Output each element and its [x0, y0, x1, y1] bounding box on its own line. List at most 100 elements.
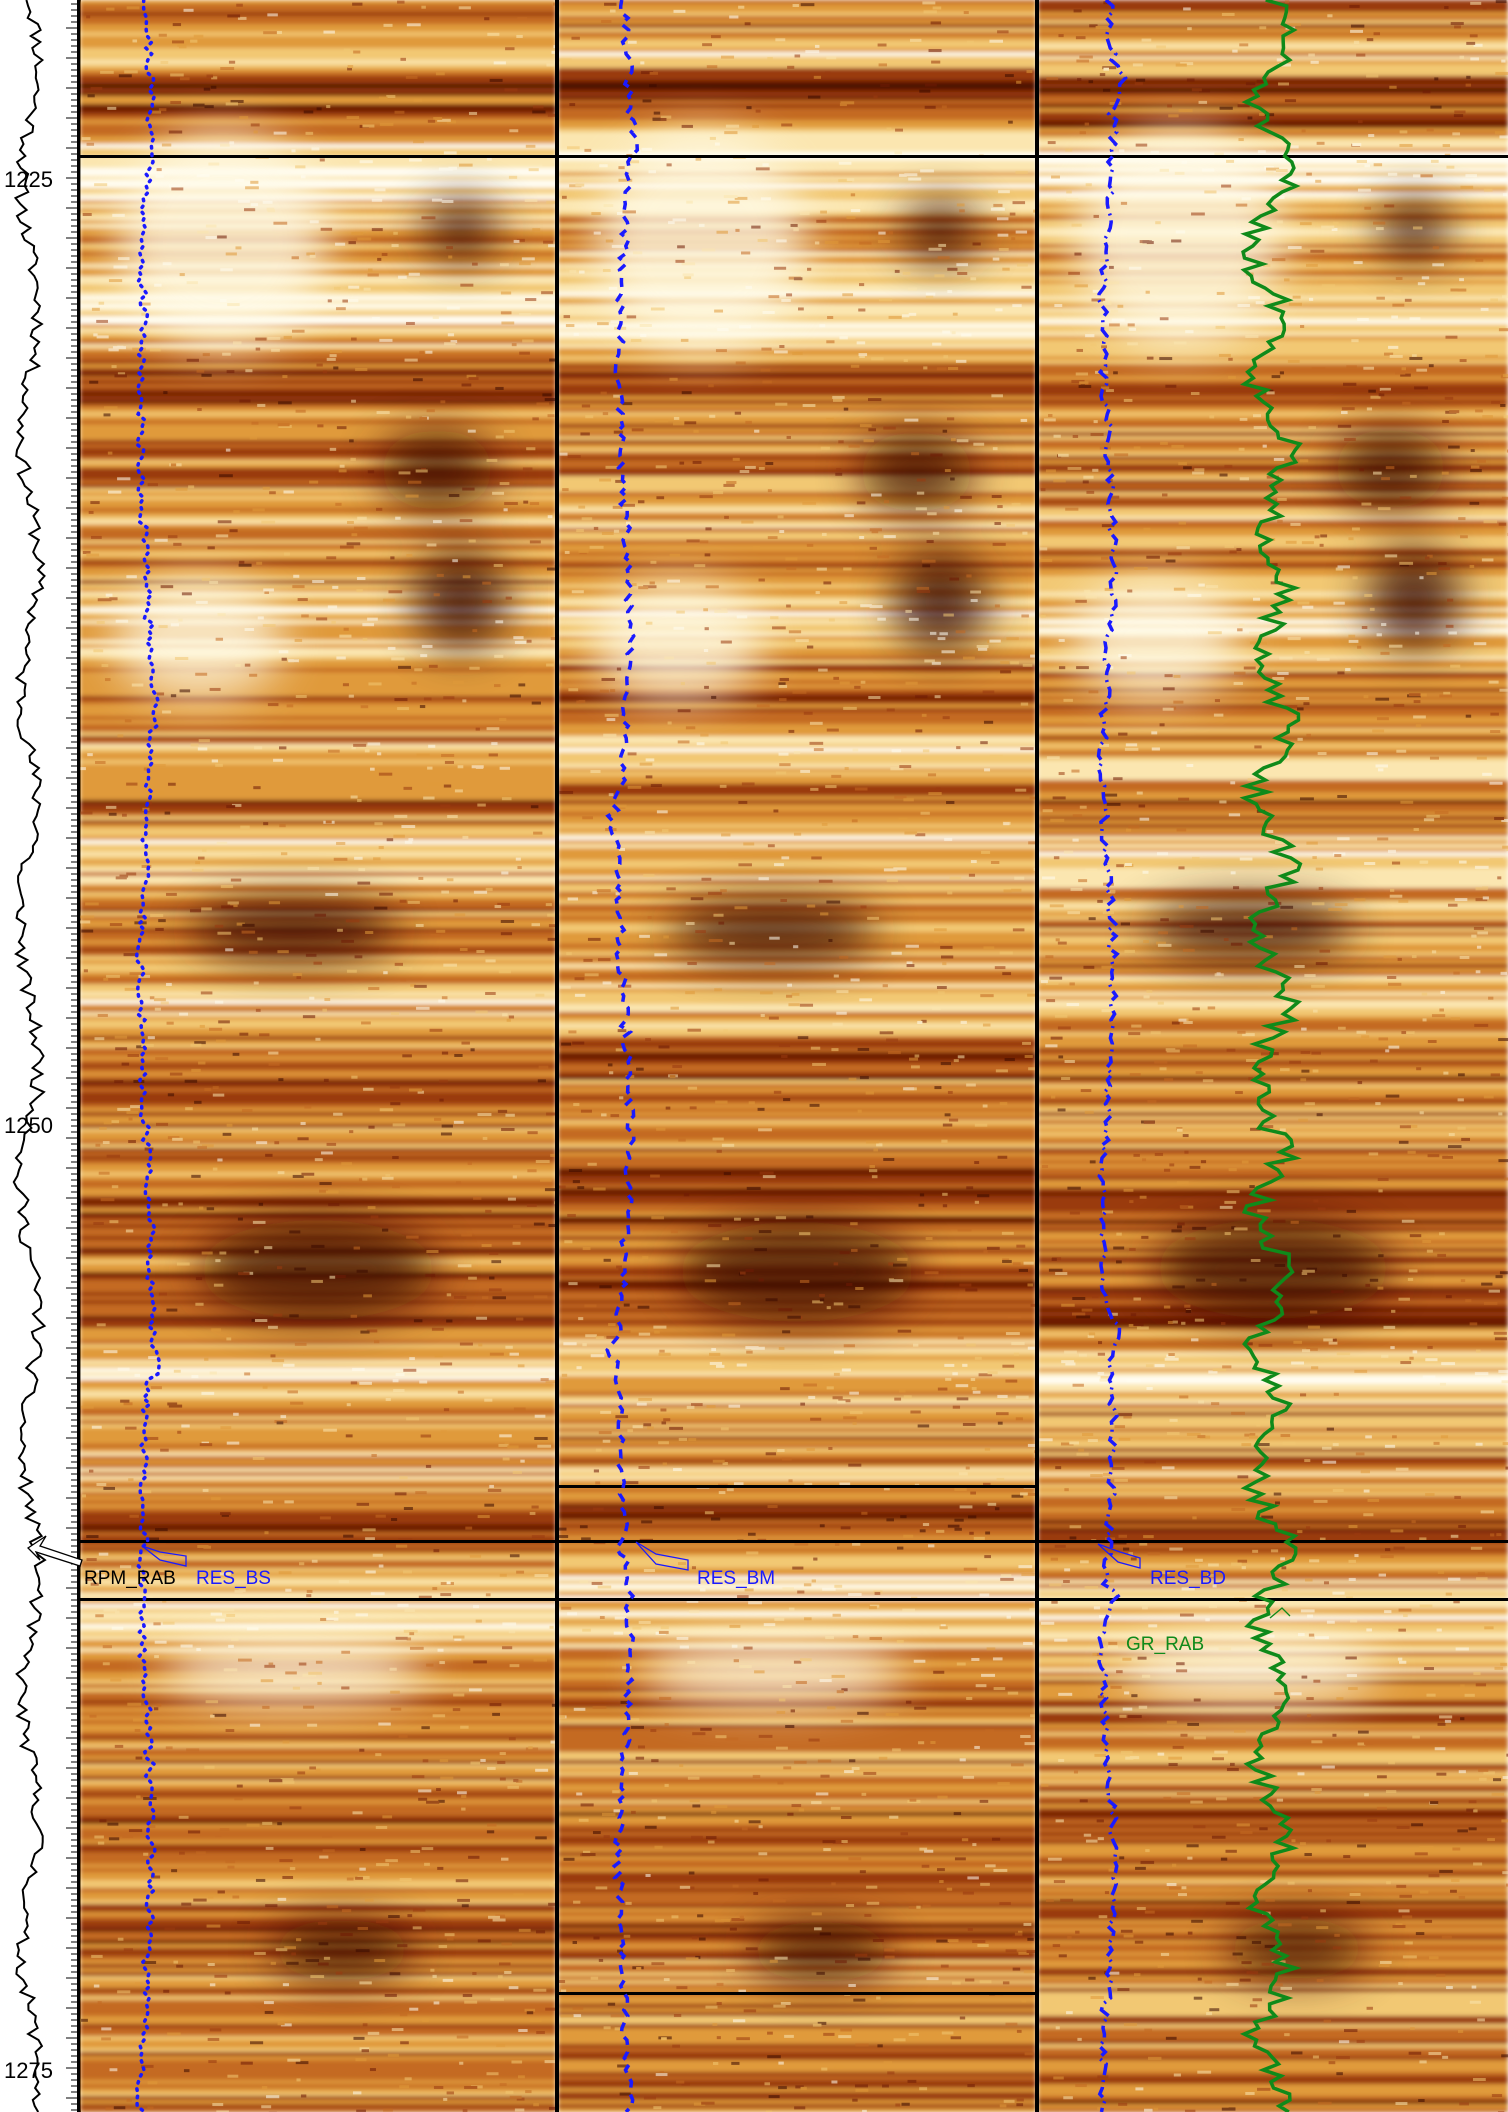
- image-pixel: [1256, 1423, 1261, 1427]
- image-pixel: [953, 1059, 959, 1063]
- image-pixel: [309, 1766, 316, 1770]
- image-pixel: [977, 647, 988, 651]
- image-pixel: [567, 1213, 576, 1217]
- image-band: [558, 672, 1036, 677]
- image-band: [1038, 156, 1508, 161]
- image-pixel: [355, 2058, 367, 2062]
- image-pixel: [750, 2038, 758, 2042]
- image-band: [558, 140, 1036, 145]
- image-pixel: [1002, 1364, 1015, 1368]
- image-pixel: [607, 1063, 613, 1067]
- image-pixel: [359, 1381, 372, 1385]
- image-pixel: [338, 1580, 350, 1584]
- image-pixel: [672, 2044, 681, 2048]
- image-band: [1038, 1056, 1508, 1061]
- image-pixel: [147, 1036, 155, 1040]
- image-pixel: [699, 1588, 706, 1592]
- image-pixel: [793, 751, 801, 755]
- image-pixel: [216, 841, 228, 845]
- image-pixel: [587, 937, 601, 941]
- image-pixel: [153, 1622, 161, 1626]
- image-pixel: [270, 1354, 276, 1358]
- image-band: [558, 1568, 1036, 1573]
- image-band: [80, 1760, 556, 1765]
- image-pixel: [458, 6, 471, 10]
- image-pixel: [134, 1728, 141, 1732]
- image-pixel: [534, 1436, 548, 1440]
- image-band: [80, 132, 556, 137]
- image-band: [558, 1496, 1036, 1501]
- image-band: [558, 1372, 1036, 1377]
- image-band: [558, 1560, 1036, 1565]
- image-pixel: [363, 1087, 374, 1091]
- image-pixel: [1502, 193, 1507, 197]
- image-band: [80, 496, 556, 501]
- image-band: [1038, 1072, 1508, 1077]
- image-band: [558, 1912, 1036, 1917]
- image-pixel: [576, 1366, 582, 1370]
- image-band: [80, 2084, 556, 2089]
- image-band: [1038, 436, 1508, 441]
- image-pixel: [459, 948, 468, 952]
- image-pixel: [946, 1887, 953, 1891]
- image-pixel: [516, 1317, 524, 1321]
- image-pixel: [255, 1878, 266, 1882]
- image-pixel: [178, 45, 187, 49]
- image-pixel: [356, 2109, 366, 2112]
- image-pixel: [1224, 544, 1234, 548]
- image-pixel: [616, 667, 622, 671]
- image-pixel: [922, 1, 936, 5]
- image-pixel: [326, 357, 336, 361]
- image-band: [558, 1780, 1036, 1785]
- image-pixel: [359, 1847, 366, 1851]
- image-pixel: [758, 578, 765, 582]
- image-pixel: [1284, 99, 1297, 103]
- image-pixel: [201, 373, 212, 377]
- image-band: [80, 796, 556, 801]
- image-band: [1038, 1140, 1508, 1145]
- image-pixel: [1131, 1694, 1138, 1698]
- image-pixel: [399, 2085, 410, 2089]
- image-band: [80, 600, 556, 605]
- image-band: [80, 984, 556, 989]
- image-pixel: [663, 1978, 670, 1982]
- image-band: [558, 1160, 1036, 1165]
- image-pixel: [908, 1057, 919, 1061]
- image-pixel: [838, 2035, 852, 2039]
- image-band: [80, 328, 556, 333]
- image-pixel: [118, 257, 130, 261]
- image-pixel: [722, 1237, 729, 1241]
- image-pixel: [325, 892, 339, 896]
- image-band: [558, 1016, 1036, 1021]
- image-pixel: [1000, 670, 1012, 674]
- image-pixel: [305, 953, 317, 957]
- image-pixel: [188, 485, 195, 489]
- image-pixel: [282, 1740, 290, 1744]
- image-pixel: [210, 1612, 223, 1616]
- image-band: [80, 1020, 556, 1025]
- image-pixel: [509, 2095, 522, 2099]
- image-pixel: [292, 973, 302, 977]
- image-pixel: [718, 921, 725, 925]
- image-band: [80, 624, 556, 629]
- image-band: [558, 1116, 1036, 1121]
- image-pixel: [843, 1416, 857, 1420]
- image-pixel: [1254, 1604, 1267, 1608]
- image-pixel: [403, 1570, 412, 1574]
- image-pixel: [150, 914, 164, 918]
- image-pixel: [566, 146, 580, 150]
- image-pixel: [371, 1454, 377, 1458]
- image-band: [1038, 780, 1508, 785]
- image-band: [1038, 420, 1508, 425]
- image-pixel: [443, 696, 455, 700]
- image-band: [80, 1044, 556, 1049]
- image-pixel: [401, 825, 416, 829]
- image-pixel: [548, 2106, 556, 2110]
- image-pixel: [869, 1636, 883, 1640]
- image-pixel: [295, 165, 306, 169]
- image-pixel: [492, 1296, 506, 1300]
- image-pixel: [348, 694, 354, 698]
- image-pixel: [596, 889, 611, 893]
- image-pixel: [395, 1373, 405, 1377]
- image-pixel: [499, 1777, 506, 1781]
